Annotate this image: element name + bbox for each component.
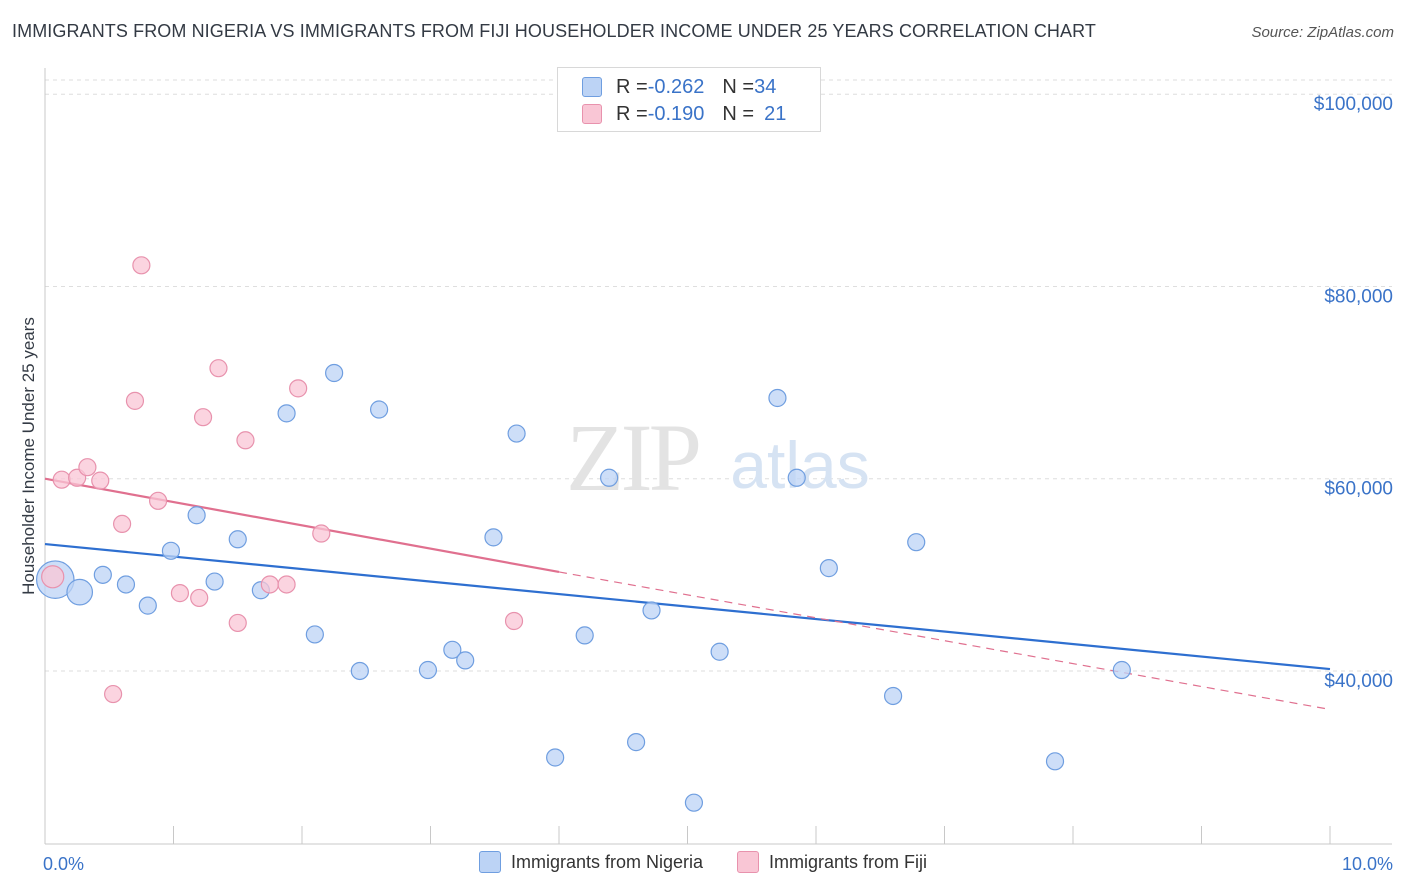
- legend-row-nigeria: R = -0.262 N = 34: [582, 75, 776, 99]
- nigeria-point: [443, 640, 462, 659]
- r-label-fiji: R =: [616, 102, 648, 125]
- r-label-nigeria: R =: [616, 75, 648, 98]
- fiji-point: [236, 431, 255, 450]
- y-tick-label: $100,000: [1314, 94, 1393, 115]
- fiji-point: [91, 471, 110, 490]
- legend-item-fiji[interactable]: Immigrants from Fiji: [737, 851, 927, 873]
- nigeria-point: [277, 404, 296, 423]
- watermark: ZIP atlas: [566, 404, 870, 511]
- fiji-point: [504, 611, 524, 631]
- nigeria-point: [418, 660, 438, 680]
- nigeria-point: [66, 578, 94, 606]
- nigeria-point: [710, 642, 729, 661]
- fiji-swatch: [582, 104, 602, 124]
- nigeria-point: [325, 363, 344, 383]
- nigeria-point: [575, 626, 594, 645]
- axis-layer: [44, 68, 1392, 845]
- nigeria-point: [187, 506, 206, 525]
- fiji-point: [112, 514, 132, 534]
- series-legend: Immigrants from Nigeria Immigrants from …: [0, 851, 1406, 873]
- watermark-zip: ZIP: [566, 404, 699, 511]
- nigeria-point: [138, 596, 157, 615]
- fiji-point: [289, 379, 308, 398]
- nigeria-point: [370, 400, 389, 419]
- n-label-nigeria: N =: [722, 75, 755, 98]
- fiji-point: [125, 391, 145, 410]
- fiji-point: [52, 470, 71, 489]
- fiji-point: [104, 684, 123, 704]
- nigeria-point: [116, 575, 136, 594]
- fiji-point: [228, 613, 247, 633]
- legend-row-fiji: R = -0.190 N = 21: [582, 102, 786, 126]
- fiji-point: [193, 408, 213, 427]
- nigeria-point: [546, 748, 565, 767]
- nigeria-point: [484, 528, 503, 547]
- fiji-point: [78, 458, 97, 477]
- nigeria-point: [1045, 752, 1065, 771]
- legend-item-nigeria[interactable]: Immigrants from Nigeria: [478, 851, 704, 873]
- correlation-legend: R = -0.262 N = 34 R = -0.190 N = 21: [557, 67, 821, 132]
- nigeria-point: [819, 559, 838, 578]
- nigeria-point: [205, 572, 224, 591]
- n-value-nigeria: 34: [754, 75, 777, 98]
- fiji-point: [190, 588, 209, 608]
- fiji-point: [312, 524, 331, 543]
- r-value-nigeria: -0.262: [647, 75, 705, 98]
- n-value-fiji: 21: [764, 102, 787, 125]
- legend-label-fiji: Immigrants from Fiji: [769, 851, 928, 872]
- nigeria-point: [642, 601, 661, 620]
- nigeria-point: [1112, 660, 1131, 680]
- nigeria-point: [93, 565, 112, 584]
- nigeria-point: [787, 468, 806, 487]
- fiji-point: [148, 491, 168, 510]
- trend-lines: [44, 477, 1331, 711]
- x-tick-label-max: 10.0%: [1342, 854, 1393, 874]
- fiji-point: [170, 584, 190, 603]
- nigeria-point: [768, 388, 787, 408]
- fiji-point: [41, 565, 65, 589]
- nigeria-point: [456, 651, 475, 670]
- watermark-atlas: atlas: [730, 428, 869, 502]
- nigeria-point: [161, 541, 181, 560]
- fiji-trend-line: [44, 477, 560, 574]
- y-tick-label: $60,000: [1324, 479, 1393, 500]
- nigeria-swatch: [582, 77, 602, 97]
- nigeria-point: [507, 424, 526, 443]
- chart-title: IMMIGRANTS FROM NIGERIA VS IMMIGRANTS FR…: [12, 21, 1097, 41]
- legend-swatch-nigeria: [478, 851, 501, 873]
- fiji-point: [277, 575, 296, 594]
- n-label-fiji: N =: [722, 102, 755, 125]
- nigeria-point: [684, 793, 704, 812]
- x-tick-label-min: 0.0%: [43, 854, 84, 874]
- nigeria-point: [626, 733, 646, 752]
- legend-label-nigeria: Immigrants from Nigeria: [510, 851, 704, 872]
- tick-labels: $40,000 $60,000 $80,000 $100,000 0.0% 10.0%: [43, 94, 1393, 874]
- nigeria-point: [600, 468, 619, 487]
- nigeria-point: [305, 625, 324, 644]
- fiji-point: [132, 256, 151, 275]
- nigeria-point: [228, 530, 247, 549]
- legend-swatch-fiji: [737, 851, 760, 873]
- nigeria-point: [907, 533, 926, 552]
- nigeria-trend-line: [44, 542, 1331, 671]
- fiji-point: [209, 359, 228, 378]
- y-tick-label: $40,000: [1324, 671, 1393, 692]
- y-tick-label: $80,000: [1324, 286, 1393, 307]
- fiji-trend-line-extrapolated: [558, 571, 1331, 711]
- fiji-point: [260, 575, 279, 594]
- nigeria-point: [350, 661, 369, 681]
- nigeria-point: [883, 686, 903, 706]
- data-points: [35, 256, 1131, 812]
- grid-layer: [45, 79, 1392, 672]
- source-label: Source: ZipAtlas.com: [1251, 24, 1394, 41]
- r-value-fiji: -0.190: [647, 102, 705, 125]
